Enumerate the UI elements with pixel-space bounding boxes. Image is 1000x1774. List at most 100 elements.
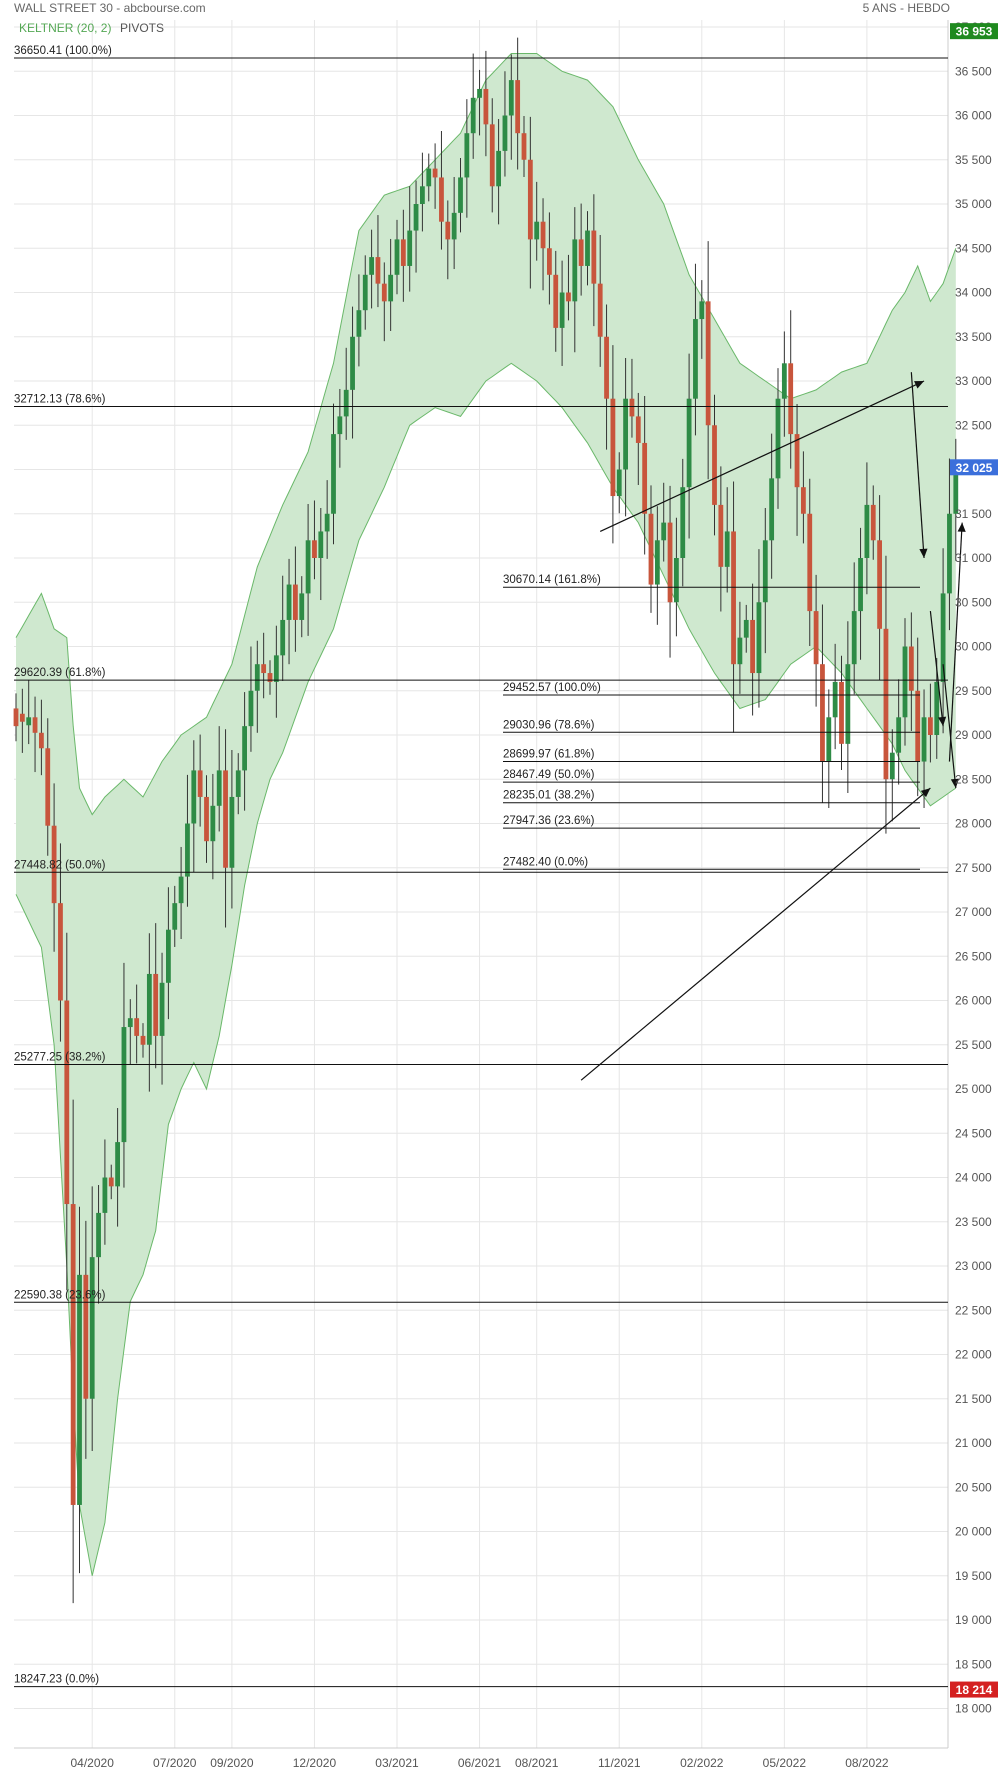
y-tick-label: 21 500 xyxy=(955,1392,992,1406)
indicator-keltner-toggle[interactable]: KELTNER (20, 2) xyxy=(19,21,112,35)
trend-arrow-head xyxy=(919,548,928,558)
last-price-badge: 32 025 xyxy=(956,461,993,475)
candle-down xyxy=(439,177,444,222)
y-tick-label: 34 500 xyxy=(955,241,992,255)
y-tick-label: 19 500 xyxy=(955,1569,992,1583)
y-tick-label: 19 000 xyxy=(955,1613,992,1627)
x-axis: 04/2020 07/2020 09/2020 12/2020 03/2021 06/20… xyxy=(71,1756,889,1770)
fib-short-label: 28467.49 (50.0%) xyxy=(503,769,595,781)
candle-up xyxy=(356,310,362,337)
candle-up xyxy=(572,239,578,302)
candle-up xyxy=(242,726,247,771)
candle-down xyxy=(70,1204,76,1505)
x-tick-label: 11/2021 xyxy=(598,1756,641,1770)
candle-up xyxy=(273,655,279,682)
candle-up xyxy=(286,584,292,620)
candle-down xyxy=(204,796,209,842)
fib-short-label: 29030.96 (78.6%) xyxy=(503,719,595,731)
candle-up xyxy=(654,540,660,585)
candle-up xyxy=(769,478,775,541)
y-tick-label: 35 000 xyxy=(955,197,992,211)
candle-up xyxy=(775,398,781,479)
x-tick-label: 08/2022 xyxy=(845,1756,889,1770)
trend-arrows xyxy=(580,372,966,1081)
fib-long-label: 36650.41 (100.0%) xyxy=(14,45,112,57)
candle-down xyxy=(134,1018,140,1036)
candle-up xyxy=(426,168,432,187)
candle-down xyxy=(629,398,635,417)
candle-down xyxy=(566,292,571,302)
candle-up xyxy=(210,805,216,842)
fib-short-label: 28235.01 (38.2%) xyxy=(503,790,595,802)
candle-up xyxy=(826,717,832,762)
y-tick-label: 30 000 xyxy=(955,640,992,654)
candle-down xyxy=(515,80,521,134)
candle-up xyxy=(585,230,590,266)
candle-up xyxy=(851,611,857,665)
candle-up xyxy=(464,133,470,178)
fib-short-label: 29452.57 (100.0%) xyxy=(503,682,601,694)
candle-down xyxy=(140,1035,146,1045)
candle-up xyxy=(388,274,394,302)
candle-up xyxy=(534,221,540,240)
candle-down xyxy=(553,274,559,328)
y-tick-label: 20 500 xyxy=(955,1480,992,1494)
y-tick-label: 22 500 xyxy=(955,1303,992,1317)
candle-up xyxy=(947,513,952,594)
candle-up xyxy=(413,204,419,231)
candle-up xyxy=(724,531,730,567)
candle-up xyxy=(127,1018,133,1028)
candle-up xyxy=(102,1177,108,1213)
trend-arrow-line xyxy=(910,372,925,559)
y-tick-label: 34 000 xyxy=(955,286,992,300)
x-tick-label: 09/2020 xyxy=(210,1756,254,1770)
candle-up xyxy=(896,717,902,753)
candle-down xyxy=(400,239,406,266)
y-tick-label: 18 500 xyxy=(955,1657,992,1671)
candle-down xyxy=(877,540,882,629)
y-tick-label: 23 500 xyxy=(955,1215,992,1229)
candle-up xyxy=(305,540,311,594)
y-tick-label: 31 000 xyxy=(955,551,992,565)
candle-down xyxy=(197,770,203,797)
y-tick-label: 22 000 xyxy=(955,1348,992,1362)
fibonacci-levels: 36650.41 (100.0%) 32712.13 (78.6%) 29620.3… xyxy=(14,45,948,1688)
candle-up xyxy=(559,292,565,328)
candle-down xyxy=(64,1000,70,1205)
candle-down xyxy=(521,133,527,160)
y-tick-label: 27 000 xyxy=(955,905,992,919)
candle-down xyxy=(153,973,159,1036)
candle-up xyxy=(115,1142,120,1187)
trend-arrow-line xyxy=(929,611,944,727)
candle-up xyxy=(280,619,286,656)
candle-up xyxy=(121,1027,127,1143)
keltner-lower-line xyxy=(15,362,957,1576)
y-tick-label: 20 000 xyxy=(955,1525,992,1539)
candle-up xyxy=(172,903,178,930)
y-tick-label: 18 000 xyxy=(955,1702,992,1716)
candle-up xyxy=(337,416,343,435)
candle-down xyxy=(432,168,438,178)
candle-down xyxy=(870,504,876,541)
low-price-badge: 18 214 xyxy=(956,1683,993,1697)
candle-up xyxy=(96,1212,101,1258)
y-tick-label: 31 500 xyxy=(955,507,992,521)
last-price-badge-bg xyxy=(950,459,998,476)
candle-down xyxy=(13,708,19,727)
trend-arrow-line xyxy=(948,522,963,762)
candle-up xyxy=(693,319,698,399)
candle-down xyxy=(801,487,806,514)
candle-up xyxy=(889,752,895,780)
fib-short-label: 30670.14 (161.8%) xyxy=(503,574,601,586)
indicator-pivots-toggle[interactable]: PIVOTS xyxy=(120,21,165,35)
candle-down xyxy=(261,664,267,674)
candle-down xyxy=(267,673,273,682)
y-tick-label: 25 500 xyxy=(955,1038,992,1052)
candle-up xyxy=(331,434,336,514)
candle-up xyxy=(362,274,368,311)
candle-up xyxy=(343,389,349,417)
candle-down xyxy=(445,221,451,240)
candle-up xyxy=(477,88,482,98)
candle-down xyxy=(578,239,584,266)
